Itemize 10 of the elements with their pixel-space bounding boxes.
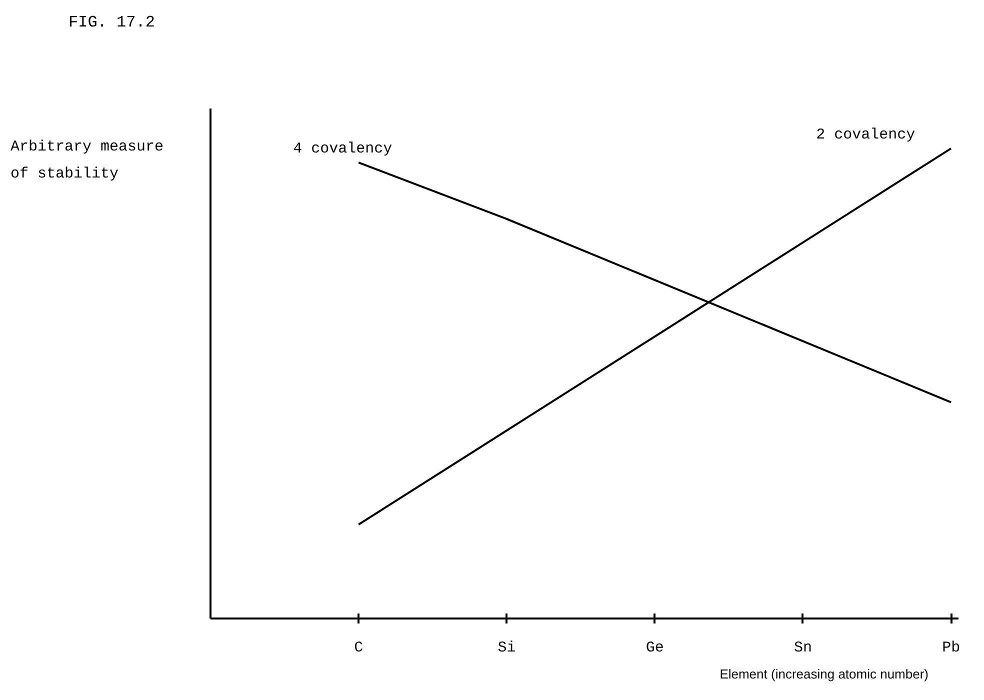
- x-tick-label: C: [354, 640, 364, 656]
- x-axis-title: Element (increasing atomic number): [720, 666, 929, 682]
- x-tick-label: Pb: [942, 640, 960, 656]
- x-tick-label: Sn: [794, 640, 812, 656]
- x-tick-label: Ge: [646, 640, 664, 656]
- series-label: 2 covalency: [816, 126, 916, 144]
- series-label: 4 covalency: [293, 140, 392, 158]
- y-axis-title: Arbitrary measure of stability: [10, 138, 164, 183]
- chart-title: FIG. 17.2: [68, 14, 155, 32]
- x-tick-label: Si: [498, 640, 516, 656]
